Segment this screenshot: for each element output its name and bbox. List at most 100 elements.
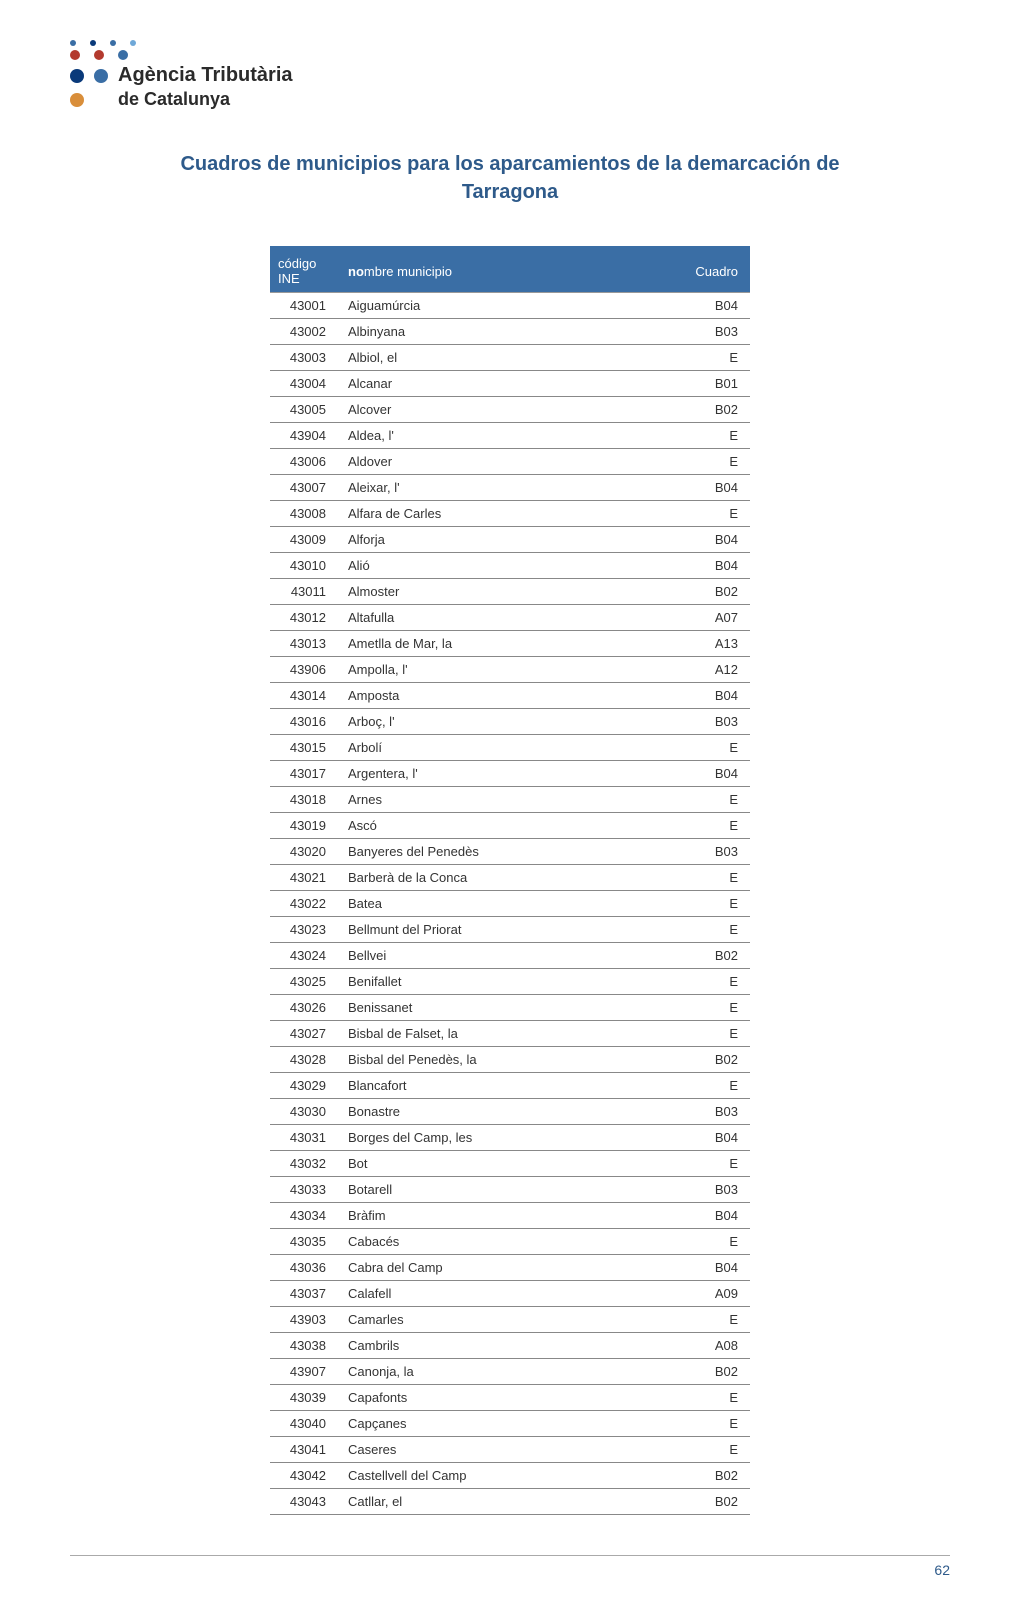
cell-nombre: Amposta — [340, 683, 670, 709]
cell-cuadro: E — [670, 449, 750, 475]
table-row: 43027Bisbal de Falset, laE — [270, 1021, 750, 1047]
cell-nombre: Bonastre — [340, 1099, 670, 1125]
cell-nombre: Arboç, l' — [340, 709, 670, 735]
table-row: 43025BenifalletE — [270, 969, 750, 995]
table-row: 43903CamarlesE — [270, 1307, 750, 1333]
cell-cuadro: B02 — [670, 943, 750, 969]
cell-cuadro: B04 — [670, 1255, 750, 1281]
table-row: 43026BenissanetE — [270, 995, 750, 1021]
cell-ine: 43006 — [270, 449, 340, 475]
table-row: 43023Bellmunt del PrioratE — [270, 917, 750, 943]
table-row: 43043Catllar, elB02 — [270, 1489, 750, 1515]
table-row: 43002AlbinyanaB03 — [270, 319, 750, 345]
cell-ine: 43019 — [270, 813, 340, 839]
cell-cuadro: B04 — [670, 475, 750, 501]
header-cuadro: Cuadro — [670, 246, 750, 293]
cell-ine: 43031 — [270, 1125, 340, 1151]
page-title: Cuadros de municipios para los aparcamie… — [160, 150, 860, 206]
table-row: 43039CapafontsE — [270, 1385, 750, 1411]
table-row: 43004AlcanarB01 — [270, 371, 750, 397]
cell-cuadro: B02 — [670, 1359, 750, 1385]
logo-dot — [118, 50, 128, 60]
municipios-table-wrap: códigoINE nombre municipio Cuadro 43001A… — [270, 246, 750, 1515]
cell-cuadro: B04 — [670, 553, 750, 579]
cell-cuadro: E — [670, 1151, 750, 1177]
cell-nombre: Alcover — [340, 397, 670, 423]
table-row: 43017Argentera, l'B04 — [270, 761, 750, 787]
table-row: 43032BotE — [270, 1151, 750, 1177]
cell-cuadro: E — [670, 865, 750, 891]
table-row: 43904Aldea, l'E — [270, 423, 750, 449]
page-footer: 62 — [70, 1555, 950, 1578]
cell-cuadro: E — [670, 735, 750, 761]
cell-cuadro: E — [670, 1385, 750, 1411]
cell-cuadro: E — [670, 1411, 750, 1437]
cell-cuadro: A12 — [670, 657, 750, 683]
cell-cuadro: E — [670, 345, 750, 371]
cell-nombre: Batea — [340, 891, 670, 917]
cell-ine: 43004 — [270, 371, 340, 397]
cell-ine: 43040 — [270, 1411, 340, 1437]
cell-cuadro: B03 — [670, 1099, 750, 1125]
table-row: 43003Albiol, elE — [270, 345, 750, 371]
cell-nombre: Bellvei — [340, 943, 670, 969]
logo-dot — [70, 93, 84, 107]
cell-cuadro: E — [670, 1307, 750, 1333]
table-row: 43035CabacésE — [270, 1229, 750, 1255]
cell-cuadro: A13 — [670, 631, 750, 657]
cell-ine: 43011 — [270, 579, 340, 605]
cell-ine: 43903 — [270, 1307, 340, 1333]
cell-nombre: Bot — [340, 1151, 670, 1177]
cell-ine: 43906 — [270, 657, 340, 683]
table-row: 43028Bisbal del Penedès, laB02 — [270, 1047, 750, 1073]
cell-ine: 43035 — [270, 1229, 340, 1255]
cell-nombre: Blancafort — [340, 1073, 670, 1099]
cell-ine: 43024 — [270, 943, 340, 969]
cell-cuadro: E — [670, 917, 750, 943]
cell-ine: 43001 — [270, 293, 340, 319]
cell-cuadro: B03 — [670, 319, 750, 345]
cell-cuadro: E — [670, 1437, 750, 1463]
cell-nombre: Ametlla de Mar, la — [340, 631, 670, 657]
cell-cuadro: A08 — [670, 1333, 750, 1359]
table-row: 43030BonastreB03 — [270, 1099, 750, 1125]
header-ine: códigoINE — [270, 246, 340, 293]
logo-text-2: de Catalunya — [118, 89, 230, 110]
cell-ine: 43015 — [270, 735, 340, 761]
cell-ine: 43029 — [270, 1073, 340, 1099]
cell-cuadro: E — [670, 969, 750, 995]
cell-ine: 43907 — [270, 1359, 340, 1385]
cell-cuadro: A07 — [670, 605, 750, 631]
cell-ine: 43009 — [270, 527, 340, 553]
logo-dot — [90, 40, 96, 46]
cell-nombre: Aldover — [340, 449, 670, 475]
cell-nombre: Alcanar — [340, 371, 670, 397]
table-row: 43040CapçanesE — [270, 1411, 750, 1437]
cell-ine: 43037 — [270, 1281, 340, 1307]
cell-nombre: Alforja — [340, 527, 670, 553]
cell-nombre: Borges del Camp, les — [340, 1125, 670, 1151]
logo: Agència Tributària de Catalunya — [70, 40, 950, 110]
table-row: 43031Borges del Camp, lesB04 — [270, 1125, 750, 1151]
cell-nombre: Bellmunt del Priorat — [340, 917, 670, 943]
cell-cuadro: B02 — [670, 397, 750, 423]
table-row: 43013Ametlla de Mar, laA13 — [270, 631, 750, 657]
table-row: 43907Canonja, laB02 — [270, 1359, 750, 1385]
cell-ine: 43010 — [270, 553, 340, 579]
cell-cuadro: E — [670, 787, 750, 813]
logo-dot — [70, 50, 80, 60]
logo-dot — [70, 40, 76, 46]
cell-cuadro: B03 — [670, 1177, 750, 1203]
cell-nombre: Banyeres del Penedès — [340, 839, 670, 865]
cell-nombre: Aleixar, l' — [340, 475, 670, 501]
table-row: 43041CaseresE — [270, 1437, 750, 1463]
cell-cuadro: B02 — [670, 1489, 750, 1515]
cell-cuadro: B04 — [670, 1203, 750, 1229]
page-number: 62 — [934, 1562, 950, 1578]
cell-nombre: Almoster — [340, 579, 670, 605]
cell-nombre: Capçanes — [340, 1411, 670, 1437]
cell-ine: 43038 — [270, 1333, 340, 1359]
cell-ine: 43023 — [270, 917, 340, 943]
cell-ine: 43027 — [270, 1021, 340, 1047]
logo-dots-row-2 — [70, 50, 950, 60]
